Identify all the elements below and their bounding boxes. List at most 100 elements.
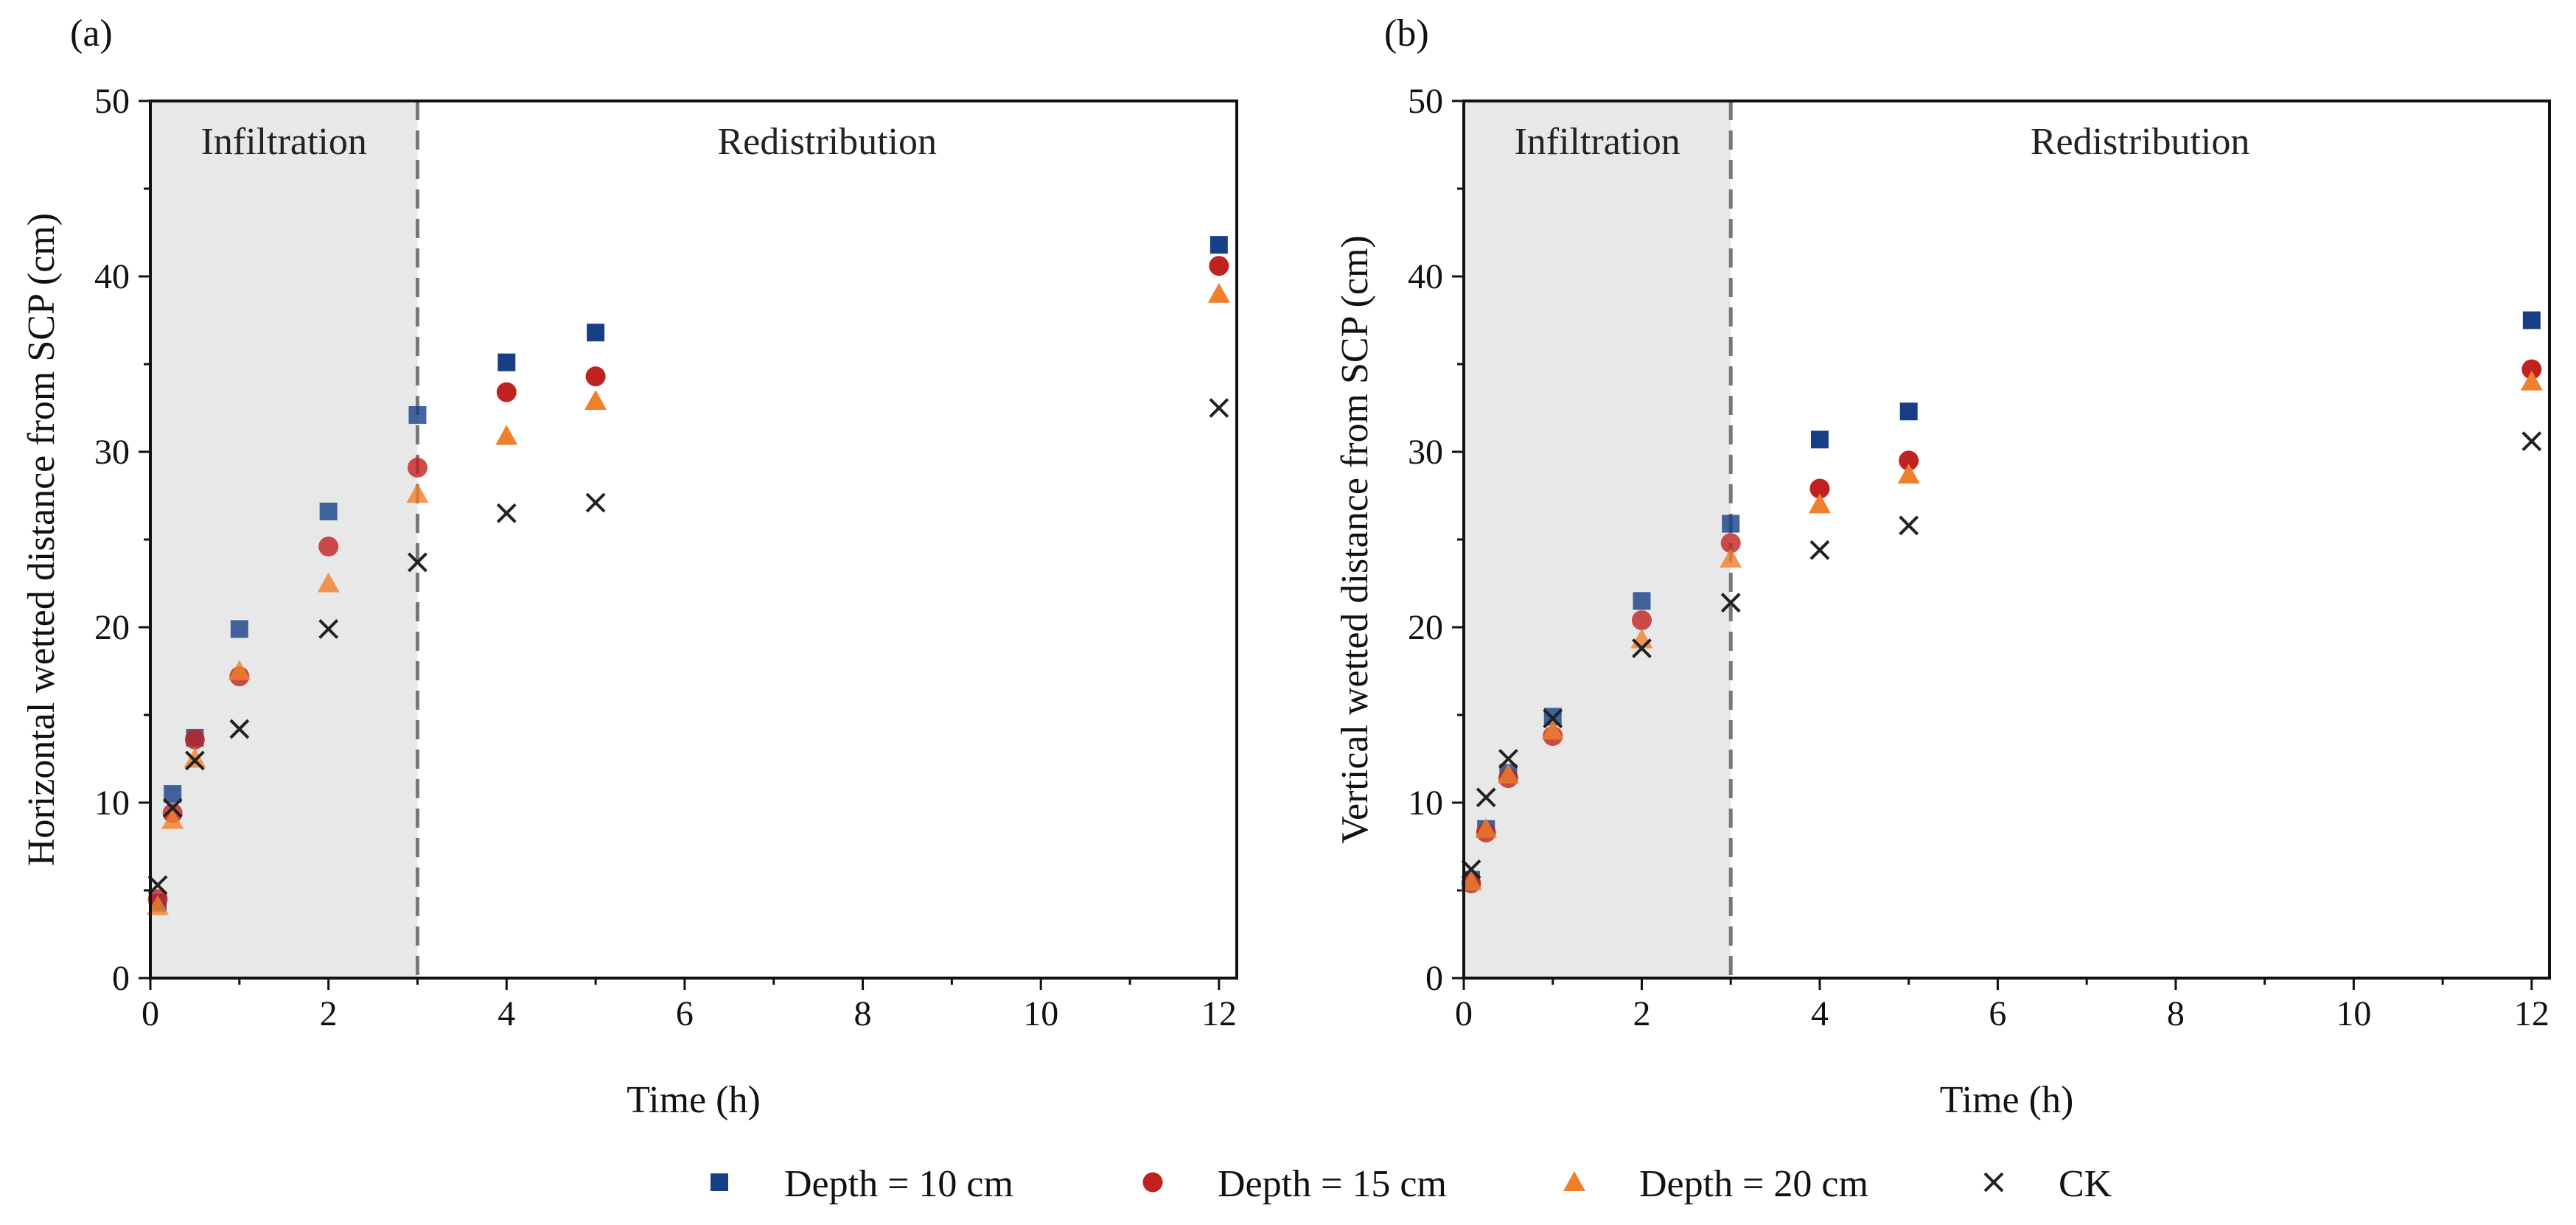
data-point: [1809, 540, 1830, 560]
y-tick-label: 50: [1408, 82, 1443, 121]
data-point: [1210, 236, 1228, 254]
legend-label: Depth = 15 cm: [1218, 1163, 1447, 1205]
legend-label: CK: [2059, 1163, 2112, 1205]
x-axis-title: Time (h): [626, 1079, 761, 1121]
data-point: [318, 618, 339, 639]
data-point: [585, 492, 606, 513]
y-tick-label: 10: [94, 783, 130, 823]
data-point: [1809, 478, 1830, 499]
legend-marker-x: [1983, 1172, 2004, 1193]
data-point: [184, 750, 205, 771]
panel-label: (a): [70, 13, 113, 55]
plot-frame: [149, 100, 1238, 980]
data-point: [1899, 515, 1919, 536]
data-point: [408, 406, 427, 425]
data-point: [498, 353, 516, 371]
data-point: [1209, 398, 1229, 418]
data-point: [1209, 256, 1229, 276]
y-tick-label: 0: [112, 959, 130, 998]
data-point: [1810, 430, 1829, 449]
x-tick-label: 0: [1455, 994, 1473, 1033]
data-point: [1899, 450, 1919, 471]
redistribution-label: Redistribution: [717, 121, 937, 163]
legend-label: Depth = 10 cm: [784, 1163, 1013, 1205]
data-point: [164, 785, 182, 803]
x-axis-title: Time (h): [1940, 1079, 2074, 1121]
y-tick-label: 30: [1408, 433, 1443, 472]
x-tick-label: 4: [498, 994, 515, 1033]
data-point: [147, 875, 168, 896]
data-point: [1541, 719, 1564, 740]
data-point: [584, 389, 607, 410]
legend-marker-square: [711, 1173, 728, 1191]
data-point: [1498, 749, 1518, 769]
data-point: [1631, 610, 1652, 630]
data-point: [1720, 533, 1741, 554]
infiltration-label: Infiltration: [201, 121, 367, 163]
data-point: [1207, 282, 1230, 303]
x-tick-label: 2: [320, 994, 338, 1033]
series-ck: [1461, 431, 2542, 879]
data-point: [1633, 592, 1651, 610]
data-point: [319, 502, 338, 520]
data-point: [318, 537, 339, 557]
data-point: [184, 747, 206, 768]
y-tick-label: 20: [94, 608, 130, 647]
y-axis-title: Vertical wetted distance from SCP (cm): [1334, 235, 1376, 844]
data-point: [407, 457, 427, 478]
data-point: [1720, 593, 1741, 613]
data-point: [1497, 763, 1520, 783]
data-point: [229, 719, 250, 739]
data-point: [2522, 311, 2541, 329]
x-tick-label: 8: [854, 994, 872, 1033]
data-point: [184, 729, 205, 750]
data-point: [1632, 638, 1652, 658]
redistribution-label: Redistribution: [2031, 121, 2250, 163]
y-tick-label: 20: [1408, 608, 1443, 647]
data-point: [147, 895, 170, 915]
data-point: [1543, 708, 1563, 729]
series-ck: [147, 398, 1229, 896]
y-tick-label: 10: [1408, 783, 1443, 823]
data-point: [317, 572, 340, 593]
x-tick-label: 4: [1811, 994, 1829, 1033]
y-tick-label: 30: [94, 433, 130, 472]
data-point: [2521, 359, 2542, 380]
x-tick-label: 0: [142, 994, 159, 1033]
x-tick-label: 12: [1201, 994, 1237, 1033]
y-tick-label: 0: [1425, 959, 1443, 998]
series-depth-20-cm: [147, 282, 1230, 915]
data-point: [230, 620, 248, 638]
data-point: [228, 660, 251, 680]
data-point: [585, 366, 606, 387]
x-tick-label: 2: [1633, 994, 1650, 1033]
legend-label: Depth = 20 cm: [1639, 1163, 1868, 1205]
plot-frame: [1462, 100, 2551, 980]
infiltration-region: [150, 101, 418, 978]
data-point: [408, 552, 427, 573]
data-point: [1460, 870, 1483, 891]
y-tick-label: 40: [94, 257, 130, 296]
x-tick-label: 12: [2514, 994, 2549, 1033]
x-tick-label: 10: [2336, 994, 2371, 1033]
panel-a: Infiltration Redistribution 0 2 4 6 8 10 12 0 10 20…: [21, 13, 1238, 1121]
data-point: [1808, 493, 1831, 514]
legend: Depth = 10 cm Depth = 15 cm Depth = 20 cm C…: [711, 1163, 2112, 1205]
x-tick-label: 8: [2167, 994, 2185, 1033]
data-point: [1476, 787, 1496, 808]
y-tick-label: 50: [94, 82, 130, 121]
data-point: [1899, 402, 1918, 421]
infiltration-region: [1464, 101, 1731, 978]
infiltration-label: Infiltration: [1514, 121, 1680, 163]
data-point: [406, 483, 429, 503]
data-point: [1897, 463, 1920, 484]
data-point: [495, 425, 518, 445]
panel-label: (b): [1384, 13, 1429, 55]
x-tick-label: 6: [1989, 994, 2006, 1033]
data-point: [161, 809, 184, 829]
data-point: [2521, 431, 2542, 452]
data-point: [496, 503, 517, 523]
legend-marker-circle: [1142, 1172, 1163, 1193]
data-point: [1720, 548, 1742, 568]
